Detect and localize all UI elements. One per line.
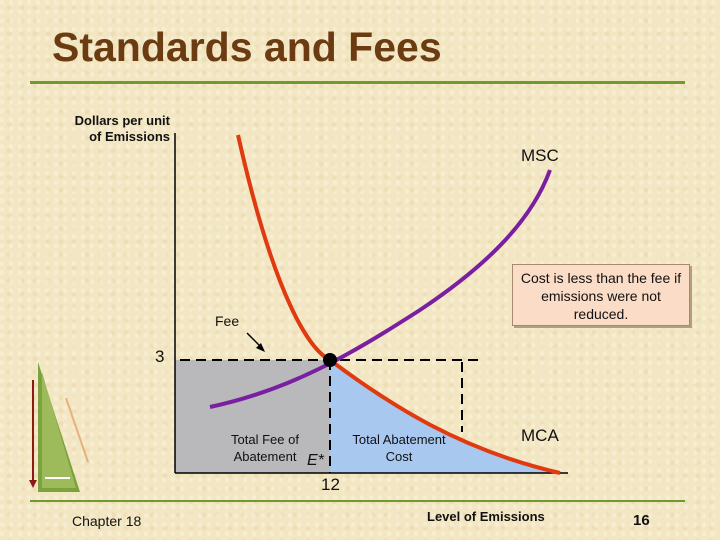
mca-label: MCA <box>521 426 559 445</box>
fee-label: Fee <box>215 313 240 329</box>
footer-rule <box>30 500 685 502</box>
total-fee-region <box>175 360 330 473</box>
note-box: Cost is less than the fee if emissions w… <box>512 264 690 326</box>
x-axis-label: Level of Emissions <box>427 509 545 524</box>
fee-value-tick: 3 <box>155 347 165 366</box>
slide-title: Standards and Fees <box>52 24 442 70</box>
total-abatement-cost-region <box>330 360 560 473</box>
emissions-value-tick: 12 <box>321 475 340 494</box>
fee-arrow-icon <box>246 332 265 352</box>
page-number: 16 <box>633 512 650 529</box>
decorative-triangle-icon <box>29 362 89 492</box>
y-axis-label: Dollars per unit of Emissions <box>74 113 170 144</box>
equilibrium-label: E* <box>307 452 324 469</box>
chapter-label: Chapter 18 <box>72 513 142 529</box>
msc-label: MSC <box>521 146 559 165</box>
msc-curve <box>209 169 552 409</box>
total-abatement-cost-label: Total Abatement Cost <box>352 432 446 464</box>
title-rule <box>30 81 685 84</box>
equilibrium-point <box>323 353 337 367</box>
total-fee-label: Total Fee of Abatement <box>231 432 299 464</box>
